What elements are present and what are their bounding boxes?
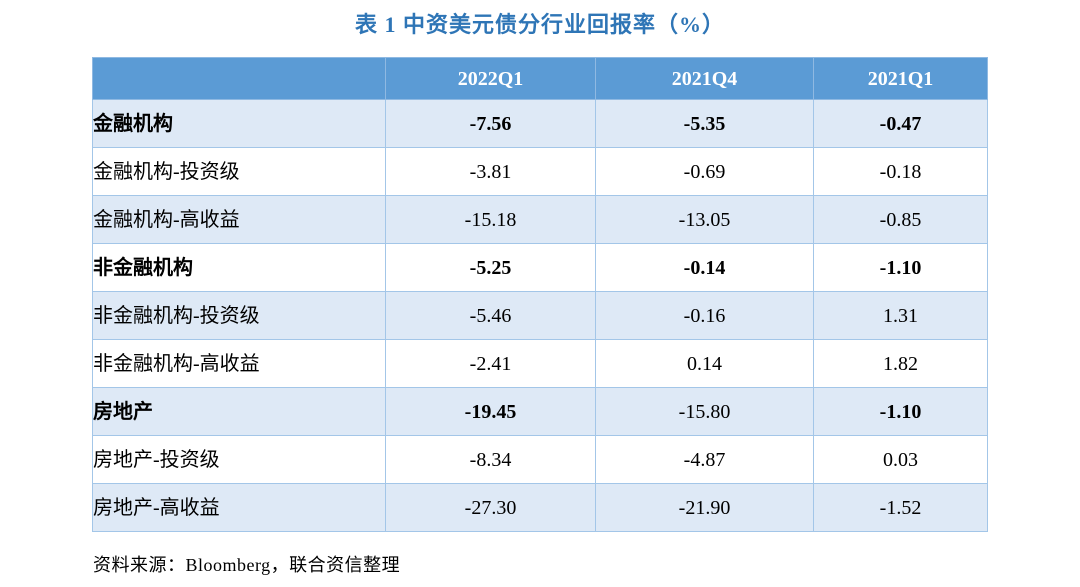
- value-cell: -19.45: [385, 387, 596, 436]
- value-cell: -3.81: [385, 147, 596, 196]
- value-cell: -5.25: [385, 243, 596, 292]
- value-cell: -5.35: [595, 99, 814, 148]
- header-row: 2022Q1 2021Q4 2021Q1: [92, 57, 988, 100]
- row-label: 房地产: [92, 387, 386, 436]
- table-row: 非金融机构-高收益 -2.41 0.14 1.82: [92, 339, 988, 388]
- value-cell: -0.14: [595, 243, 814, 292]
- table-row: 金融机构 -7.56 -5.35 -0.47: [92, 99, 988, 148]
- value-cell: -13.05: [595, 195, 814, 244]
- table-row: 房地产-投资级 -8.34 -4.87 0.03: [92, 435, 988, 484]
- value-cell: -0.18: [813, 147, 988, 196]
- row-label: 非金融机构-投资级: [92, 291, 386, 340]
- value-cell: -1.10: [813, 387, 988, 436]
- value-cell: -27.30: [385, 483, 596, 532]
- value-cell: 1.82: [813, 339, 988, 388]
- value-cell: -7.56: [385, 99, 596, 148]
- value-cell: -4.87: [595, 435, 814, 484]
- table-title: 表 1 中资美元债分行业回报率（%）: [354, 12, 725, 37]
- value-cell: 0.14: [595, 339, 814, 388]
- value-cell: -5.46: [385, 291, 596, 340]
- table-row: 金融机构-高收益 -15.18 -13.05 -0.85: [92, 195, 988, 244]
- row-label: 金融机构: [92, 99, 386, 148]
- value-cell: -1.52: [813, 483, 988, 532]
- header-cell-2021q1: 2021Q1: [813, 57, 988, 100]
- row-label: 非金融机构: [92, 243, 386, 292]
- value-cell: -0.69: [595, 147, 814, 196]
- header-cell-2021q4: 2021Q4: [595, 57, 814, 100]
- header-cell-blank: [92, 57, 386, 100]
- table-row: 非金融机构 -5.25 -0.14 -1.10: [92, 243, 988, 292]
- value-cell: -0.16: [595, 291, 814, 340]
- table-row: 非金融机构-投资级 -5.46 -0.16 1.31: [92, 291, 988, 340]
- sector-returns-table: 2022Q1 2021Q4 2021Q1 金融机构 -7.56 -5.35 -0.47…: [92, 57, 988, 532]
- row-label: 金融机构-投资级: [92, 147, 386, 196]
- value-cell: -15.80: [595, 387, 814, 436]
- value-cell: -2.41: [385, 339, 596, 388]
- row-label: 房地产-投资级: [92, 435, 386, 484]
- row-label: 金融机构-高收益: [92, 195, 386, 244]
- table-row: 金融机构-投资级 -3.81 -0.69 -0.18: [92, 147, 988, 196]
- header-cell-2022q1: 2022Q1: [385, 57, 596, 100]
- value-cell: -0.47: [813, 99, 988, 148]
- value-cell: -0.85: [813, 195, 988, 244]
- row-label: 房地产-高收益: [92, 483, 386, 532]
- table-row: 房地产 -19.45 -15.80 -1.10: [92, 387, 988, 436]
- value-cell: 0.03: [813, 435, 988, 484]
- value-cell: -8.34: [385, 435, 596, 484]
- table-row: 房地产-高收益 -27.30 -21.90 -1.52: [92, 483, 988, 532]
- value-cell: 1.31: [813, 291, 988, 340]
- value-cell: -21.90: [595, 483, 814, 532]
- value-cell: -1.10: [813, 243, 988, 292]
- value-cell: -15.18: [385, 195, 596, 244]
- row-label: 非金融机构-高收益: [92, 339, 386, 388]
- source-note: 资料来源：Bloomberg，联合资信整理: [93, 555, 401, 575]
